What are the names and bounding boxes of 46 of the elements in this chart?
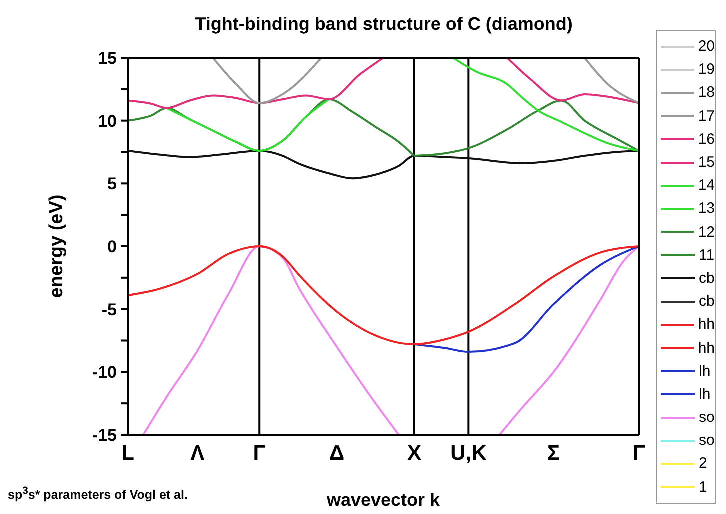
legend-label: 20 xyxy=(698,38,715,56)
x-tick-label: L xyxy=(122,442,135,465)
y-tick-label: -15 xyxy=(92,426,117,446)
legend-label: 12 xyxy=(698,224,715,241)
y-axis-title: energy (eV) xyxy=(46,194,68,298)
x-tick-label: U,K xyxy=(450,442,487,465)
y-tick-label: 10 xyxy=(98,112,117,131)
legend-label: so xyxy=(699,432,715,450)
legend-label: 13 xyxy=(698,200,715,218)
legend-label: so xyxy=(699,409,715,426)
y-tick-label: 15 xyxy=(98,49,117,68)
legend-label: lh xyxy=(699,386,711,403)
line-series xyxy=(128,246,639,346)
x-tick-label: Λ xyxy=(190,442,205,465)
x-tick-label: Γ xyxy=(253,442,266,465)
y-tick-label: 0 xyxy=(108,238,117,257)
chart-title: Tight-binding band structure of C (diamond) xyxy=(194,14,574,35)
y-tick-label: 5 xyxy=(108,174,117,194)
legend-label: 14 xyxy=(698,177,715,194)
legend-label: 17 xyxy=(698,108,715,125)
y-tick-label: -5 xyxy=(102,300,117,320)
line-series xyxy=(506,58,639,104)
line-series xyxy=(128,58,384,110)
legend-label: cb xyxy=(699,270,715,287)
legend-label: 19 xyxy=(698,61,715,78)
legend-label: hh xyxy=(698,316,715,334)
line-series xyxy=(212,58,323,104)
text: sp$^{3}$s* parameters of Vogl et al. xyxy=(8,486,188,502)
x-axis-title: wavevector k xyxy=(326,490,442,510)
line-series xyxy=(452,58,639,152)
x-tick-label: Σ xyxy=(548,442,560,465)
y-tick-label: -10 xyxy=(92,363,117,382)
x-tick-label: Γ xyxy=(632,442,646,465)
legend-label: 1 xyxy=(699,478,708,496)
legend-label: 16 xyxy=(698,130,715,148)
legend-label: 11 xyxy=(699,246,715,264)
x-tick-label: Δ xyxy=(330,442,345,465)
legend-label: hh xyxy=(698,340,715,357)
x-tick-label: X xyxy=(407,442,422,465)
legend-label: 15 xyxy=(698,154,715,172)
legend-label: cb xyxy=(699,293,715,310)
legend-label: lh xyxy=(699,362,711,380)
legend-label: 2 xyxy=(699,455,708,472)
legend-label: 18 xyxy=(698,84,715,102)
line-series xyxy=(128,150,639,180)
line-series xyxy=(166,98,330,152)
